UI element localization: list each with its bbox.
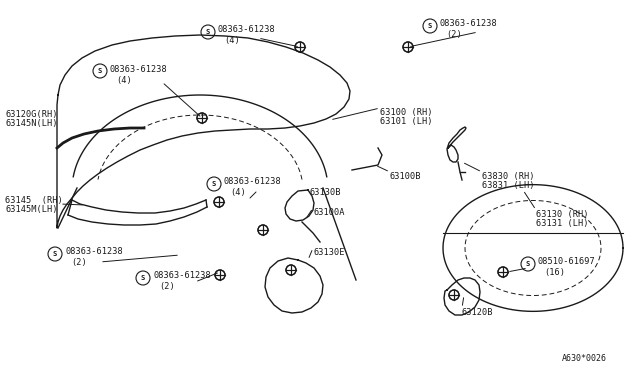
Text: (2): (2) xyxy=(159,282,175,292)
Text: 08363-61238: 08363-61238 xyxy=(440,19,498,29)
Text: 63145N(LH): 63145N(LH) xyxy=(5,119,58,128)
Text: 08363-61238: 08363-61238 xyxy=(224,177,282,186)
Text: S: S xyxy=(141,275,145,281)
Text: S: S xyxy=(428,23,432,29)
Text: 63100B: 63100B xyxy=(390,172,422,181)
Text: (2): (2) xyxy=(71,259,87,267)
Text: 63130 (RH): 63130 (RH) xyxy=(536,210,589,219)
Text: (4): (4) xyxy=(230,189,246,198)
Text: 63120G(RH): 63120G(RH) xyxy=(5,110,58,119)
Text: 63100A: 63100A xyxy=(313,208,344,217)
Text: 63831 (LH): 63831 (LH) xyxy=(482,181,534,190)
Text: (16): (16) xyxy=(544,269,565,278)
Text: 08363-61238: 08363-61238 xyxy=(110,64,168,74)
Text: S: S xyxy=(98,68,102,74)
Text: S: S xyxy=(212,181,216,187)
Text: (2): (2) xyxy=(446,31,461,39)
Text: 63100 (RH): 63100 (RH) xyxy=(380,108,433,117)
Text: (4): (4) xyxy=(224,36,240,45)
Text: 08363-61238: 08363-61238 xyxy=(218,26,276,35)
Text: 63131 (LH): 63131 (LH) xyxy=(536,219,589,228)
Text: 63130B: 63130B xyxy=(310,188,342,197)
Text: 63145  (RH): 63145 (RH) xyxy=(5,196,63,205)
Text: S: S xyxy=(206,29,210,35)
Text: A630*0026: A630*0026 xyxy=(562,354,607,363)
Text: 63145M(LH): 63145M(LH) xyxy=(5,205,58,214)
Text: 63120B: 63120B xyxy=(462,308,493,317)
Text: 63130E: 63130E xyxy=(313,248,344,257)
Text: 63101 (LH): 63101 (LH) xyxy=(380,117,433,126)
Text: S: S xyxy=(526,261,530,267)
Text: 08363-61238: 08363-61238 xyxy=(153,272,211,280)
Text: 08510-61697: 08510-61697 xyxy=(538,257,596,266)
Text: S: S xyxy=(53,251,57,257)
Text: (4): (4) xyxy=(116,76,132,84)
Text: 63830 (RH): 63830 (RH) xyxy=(482,172,534,181)
Text: 08363-61238: 08363-61238 xyxy=(65,247,123,257)
